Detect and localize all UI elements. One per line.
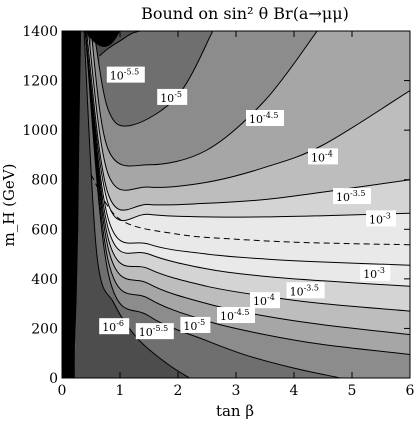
contour-label-box [366,210,396,227]
y-tick-label: 600 [31,222,58,238]
contour-label-box [135,323,174,340]
y-tick-label: 0 [49,371,58,387]
x-axis-ticks: 0 1 2 3 4 5 6 [58,31,415,399]
contour-line-1 [93,31,214,127]
contour-label-box [180,316,211,333]
lower-band-6 [74,31,410,378]
x-tick-label: 5 [348,383,357,399]
x-tick-label: 4 [290,383,299,399]
contour-label: 10-4 [253,293,275,308]
x-tick-label: 6 [406,383,415,399]
contour-label-box [250,292,280,309]
excluded-strip [62,31,75,378]
contour-label-box [286,282,325,299]
contour-label: 10-4 [311,149,333,164]
contour-label: 10-5.5 [110,68,139,83]
x-tick-label: 0 [58,383,67,399]
contour-label: 10-3.5 [290,283,319,298]
contour-line-5 [84,31,410,222]
contour-line-11 [84,31,341,378]
contour-labels: 10-5.5 10-5 10-4.5 10-4 10-3.5 10-3 10-3 10-3.5… [99,66,396,340]
excluded-notch [85,31,120,47]
contour-line-7 [84,31,410,287]
x-tick-label: 2 [174,383,183,399]
contour-label: 10-6 [102,319,124,334]
y-tick-label: 1400 [22,24,58,40]
chart-title: Bound on sin² θ Br(a→μμ) [141,4,349,23]
contour-label-box [308,148,338,165]
contour-label-box [360,264,391,281]
contour-label-box [246,109,284,126]
contour-label-box [106,66,145,83]
lower-band-3 [74,31,410,378]
contour-label: 10-4.5 [249,111,278,126]
x-axis-label: tan β [216,402,254,420]
contour-line-3 [87,31,410,191]
contour-label: 10-3 [363,266,385,281]
contour-label-box [217,307,255,324]
y-axis-label: m_H (GeV) [0,164,18,247]
y-tick-label: 1200 [22,74,58,90]
contour-line-9 [84,31,410,336]
dashed-line [90,174,410,246]
contour-label: 10-5 [183,318,205,333]
contour-line-10 [84,31,410,355]
contour-label: 10-3 [369,211,391,226]
y-tick-label: 800 [31,173,58,189]
y-axis-ticks: 0 200 400 600 800 1000 1200 1400 [22,24,410,387]
contour-line-12 [83,31,190,378]
contour-label: 10-5 [160,90,182,105]
contour-label-box [157,88,188,105]
contour-label: 10-5.5 [139,324,168,339]
contour-label-box [99,318,130,335]
contour-label: 10-3.5 [336,189,365,204]
contour-line-2 [90,31,318,167]
contour-line-8 [84,31,410,312]
y-tick-label: 200 [31,321,58,337]
x-tick-label: 1 [116,383,125,399]
y-tick-label: 1000 [22,123,58,139]
contour-line-0 [99,31,141,57]
contour-label-box [333,188,371,205]
contour-label: 10-4.5 [220,308,249,323]
contour-line-4 [85,31,410,211]
y-tick-label: 400 [31,272,58,288]
plot-area [61,30,411,379]
x-tick-label: 3 [232,383,241,399]
contour-line-6 [84,31,410,266]
